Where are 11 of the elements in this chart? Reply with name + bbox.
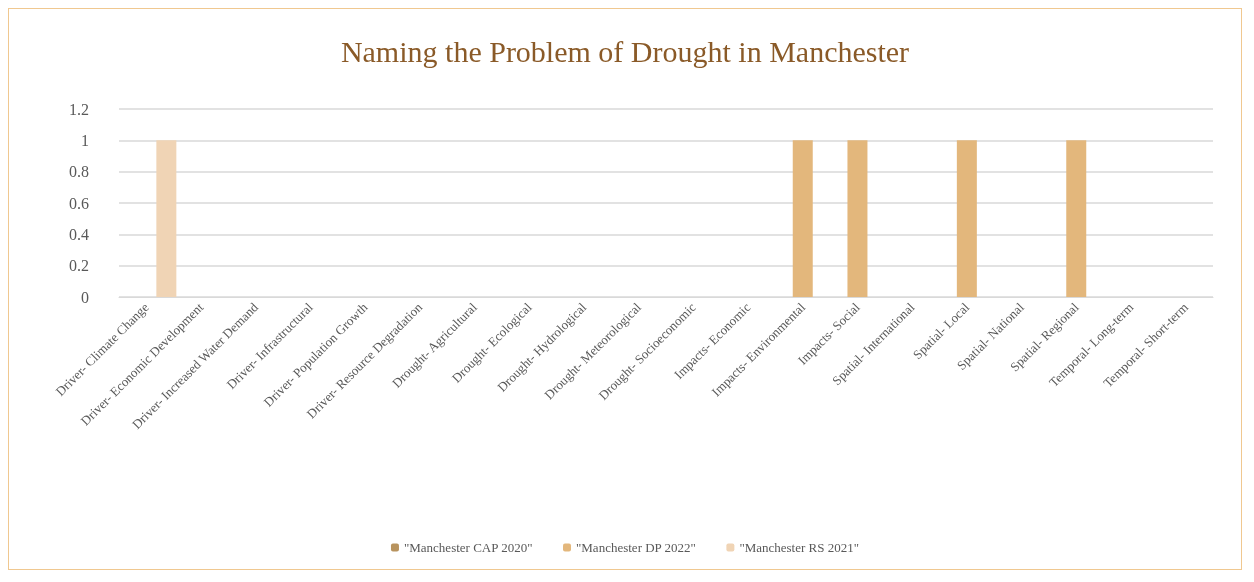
legend-label: "Manchester RS 2021" — [739, 540, 860, 555]
y-tick-label: 0.8 — [69, 163, 89, 181]
y-tick-label: 1.2 — [69, 100, 89, 118]
y-tick-label: 0.6 — [69, 194, 89, 212]
y-tick-label: 0.4 — [69, 225, 89, 243]
y-tick-label: 1 — [81, 131, 89, 149]
legend-label: "Manchester DP 2022" — [576, 540, 696, 555]
y-tick-label: 0.2 — [69, 257, 89, 275]
chart-title: Naming the Problem of Drought in Manchester — [340, 34, 910, 68]
y-tick-label: 0 — [81, 288, 89, 306]
legend-label: "Manchester CAP 2020" — [403, 540, 533, 555]
